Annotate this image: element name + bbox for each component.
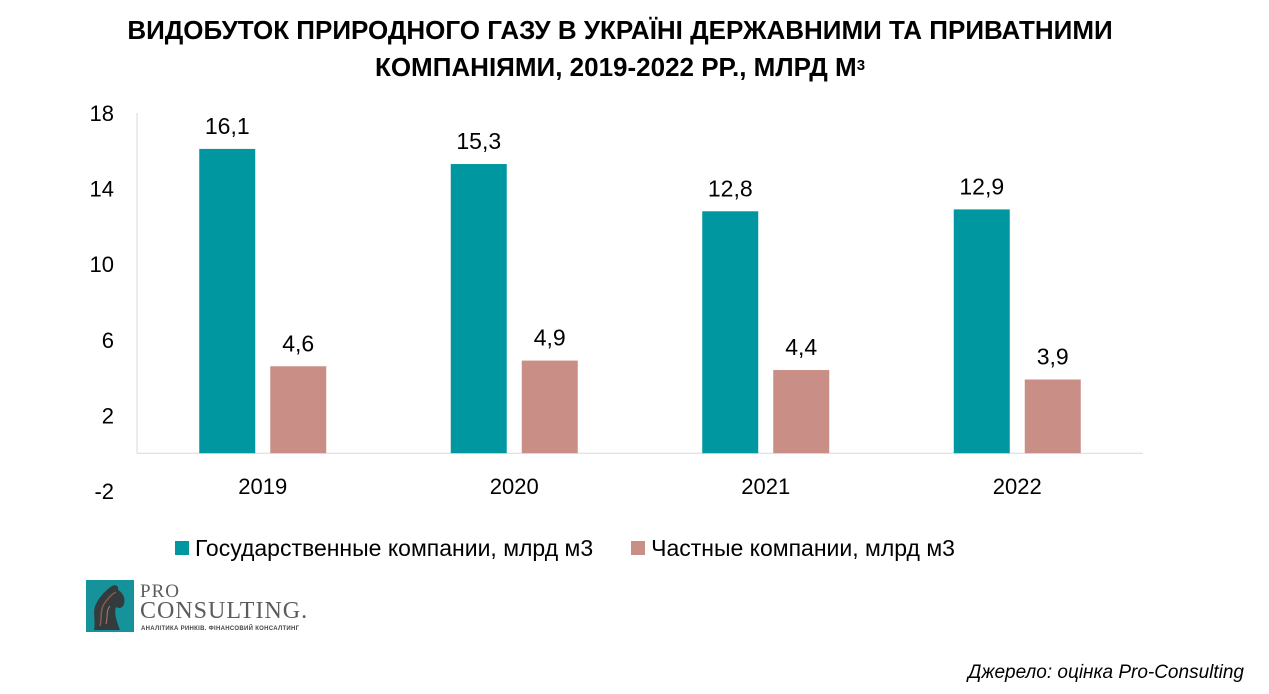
bar-private-2020 — [521, 360, 578, 454]
data-label: 3,9 — [1037, 343, 1069, 369]
logo-tagline: АНАЛІТИКА РИНКІВ. ФІНАНСОВИЙ КОНСАЛТИНГ — [141, 626, 300, 632]
x-tick-label: 2020 — [490, 474, 539, 499]
x-tick-label: 2019 — [238, 474, 287, 499]
data-label: 12,8 — [708, 175, 753, 201]
legend-swatch-private — [631, 541, 646, 555]
logo-text-consulting: CONSULTING. — [140, 598, 309, 624]
bar-state-2019 — [199, 148, 256, 454]
y-tick-label: 18 — [90, 101, 114, 126]
bar-state-2021 — [702, 211, 759, 454]
bar-private-2019 — [270, 366, 327, 454]
chart-title-line-2: КОМПАНІЯМИ, 2019-2022 РР., МЛРД М3 — [0, 49, 1240, 86]
logo-text-pro: PRO — [140, 581, 180, 602]
bar-state-2020 — [450, 164, 507, 454]
bar-state-2022 — [953, 209, 1010, 454]
bar-private-2022 — [1024, 379, 1081, 454]
logo-horse-icon — [86, 580, 134, 632]
chart-title-line-2-text: КОМПАНІЯМИ, 2019-2022 РР., МЛРД М — [374, 52, 857, 82]
source-note: Джерело: оцінка Pro-Consulting — [968, 662, 1244, 683]
legend-label-state: Государственные компании, млрд м3 — [195, 534, 594, 561]
bar-chart: 18 14 10 6 2 -2 16,1 4,6 2019 15,3 4,9 2020 12,8 4,4 2… — [90, 101, 1143, 504]
y-tick-label: 14 — [90, 177, 114, 202]
bar-private-2021 — [773, 370, 830, 454]
chart-title-line-1: ВИДОБУТОК ПРИРОДНОГО ГАЗУ В УКРАЇНІ ДЕРЖ… — [127, 15, 1113, 45]
chart-title: ВИДОБУТОК ПРИРОДНОГО ГАЗУ В УКРАЇНІ ДЕРЖ… — [0, 12, 1240, 86]
chart-legend: Государственные компании, млрд м3 Частны… — [175, 532, 993, 564]
y-tick-label: 10 — [90, 252, 114, 277]
legend-item-private: Частные компании, млрд м3 — [631, 535, 955, 562]
data-label: 15,3 — [456, 128, 501, 154]
legend-swatch-state — [175, 541, 189, 555]
x-tick-label: 2021 — [741, 474, 790, 499]
y-tick-label: -2 — [94, 479, 114, 504]
data-label: 12,9 — [959, 173, 1004, 199]
y-tick-label: 6 — [102, 328, 114, 353]
data-label: 16,1 — [205, 113, 250, 139]
data-label: 4,4 — [785, 334, 817, 360]
y-tick-label: 2 — [102, 403, 114, 428]
data-label: 4,9 — [534, 325, 566, 351]
chart-title-superscript: 3 — [856, 57, 866, 74]
legend-label-private: Частные компании, млрд м3 — [651, 534, 955, 561]
legend-item-state: Государственные компании, млрд м3 — [175, 535, 593, 562]
data-label: 4,6 — [282, 330, 314, 356]
pro-consulting-logo: PRO CONSULTING. АНАЛІТИКА РИНКІВ. ФІНАНС… — [86, 580, 316, 636]
x-tick-label: 2022 — [993, 474, 1042, 499]
